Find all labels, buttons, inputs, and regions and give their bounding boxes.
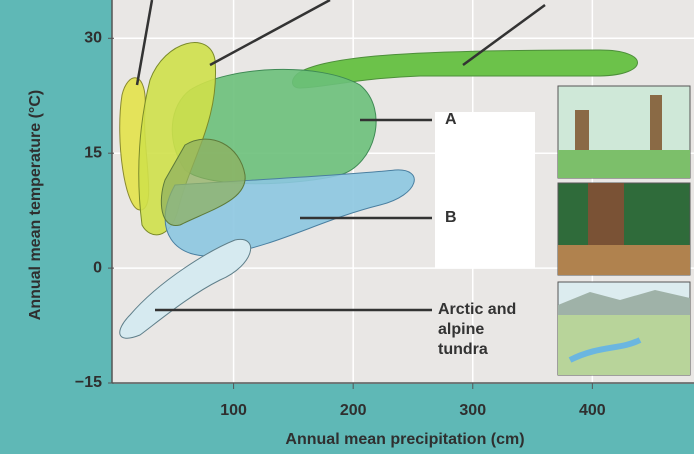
label-box — [435, 112, 535, 268]
leader-line — [135, 0, 154, 86]
biomes — [119, 42, 638, 339]
annotation: A — [445, 111, 457, 128]
mountains — [558, 290, 690, 315]
stream — [568, 337, 642, 363]
y-tick-label: 0 — [93, 259, 102, 276]
leader-lines — [135, 0, 546, 312]
annotation: B — [445, 209, 457, 226]
leader-line — [462, 3, 546, 67]
ticks: 100 200 300 400 30 15 0 −15 — [75, 30, 606, 420]
y-tick-label: −15 — [75, 374, 102, 391]
undergrowth — [558, 150, 690, 178]
y-tick-label: 30 — [84, 30, 102, 47]
biome-pictures — [557, 85, 691, 376]
biome-region — [119, 239, 252, 339]
x-tick-label: 300 — [459, 402, 486, 419]
forest-floor — [558, 245, 690, 275]
biome-region — [160, 138, 246, 226]
leader-line — [209, 0, 331, 67]
x-tick-label: 400 — [579, 402, 606, 419]
x-tick-label: 200 — [340, 402, 367, 419]
x-tick-label: 100 — [220, 402, 247, 419]
annotation: Arctic and alpine tundra — [438, 301, 517, 358]
y-axis-label: Annual mean temperature (°C) — [27, 90, 44, 320]
x-axis-label: Annual mean precipitation (cm) — [285, 431, 524, 448]
y-tick-label: 15 — [84, 144, 102, 161]
